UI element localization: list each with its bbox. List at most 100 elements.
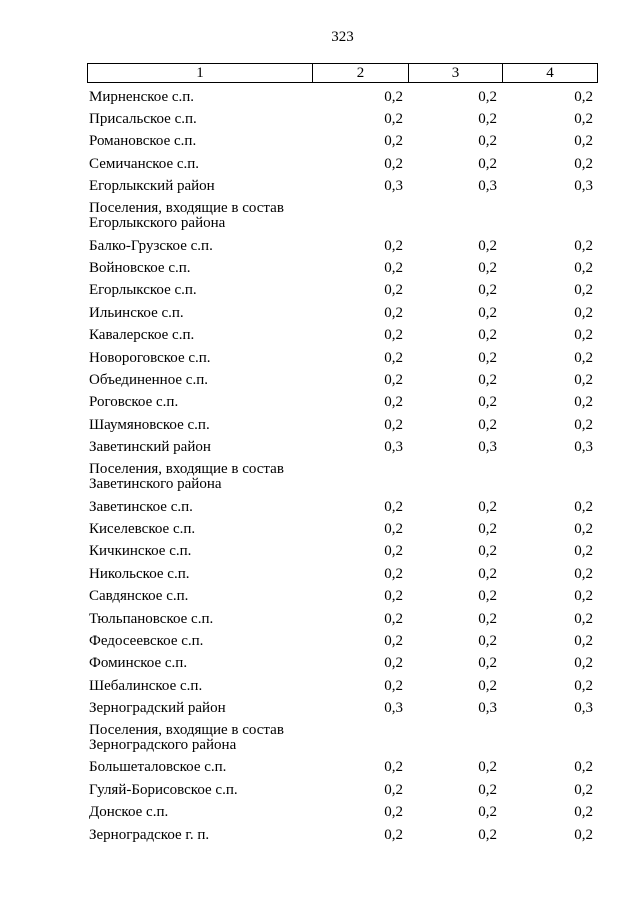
row-label: Войновское с.п. [89,260,191,277]
row-value-col2: 0,2 [384,565,403,582]
row-label: Роговское с.п. [89,394,179,411]
table-header-cell-4: 4 [502,64,597,82]
table-row: Присальское с.п. 0,2 0,2 0,2 [87,108,598,130]
row-value-col2: 0,2 [384,759,403,776]
row-value-col2: 0,2 [384,155,403,172]
row-label: Киселевское с.п. [89,520,196,537]
row-label: Гуляй-Борисовское с.п. [89,781,238,798]
table-row: Поселения, входящие в состав Заветинског… [87,459,598,496]
table-row: Никольское с.п. 0,2 0,2 0,2 [87,563,598,585]
row-value-col3: 0,2 [478,327,497,344]
row-label: Егорлыкское с.п. [89,282,197,299]
row-value-col2: 0,2 [384,610,403,627]
table-row: Поселения, входящие в состав Зерноградск… [87,720,598,757]
row-label: Семичанское с.п. [89,155,200,172]
row-label: Егорлыкский район [89,178,215,195]
row-value-col4: 0,2 [574,349,593,366]
row-value-col2: 0,2 [384,416,403,433]
row-value-col4: 0,2 [574,416,593,433]
row-value-col4: 0,2 [574,543,593,560]
table-header-cell-2: 2 [312,64,408,82]
row-value-col4: 0,2 [574,498,593,515]
row-value-col3: 0,3 [478,700,497,717]
row-value-col3: 0,2 [478,133,497,150]
table-row: Ильинское с.п. 0,2 0,2 0,2 [87,302,598,324]
row-label: Поселения, входящие в состав Заветинског… [89,461,284,493]
row-value-col3: 0,3 [478,439,497,456]
row-label: Никольское с.п. [89,565,190,582]
table-row: Романовское с.п. 0,2 0,2 0,2 [87,131,598,153]
row-value-col2: 0,2 [384,677,403,694]
row-value-col4: 0,2 [574,260,593,277]
row-value-col3: 0,2 [478,111,497,128]
row-value-col3: 0,2 [478,804,497,821]
row-value-col4: 0,2 [574,133,593,150]
row-value-col4: 0,2 [574,781,593,798]
row-value-col2: 0,2 [384,655,403,672]
row-label: Ильинское с.п. [89,304,184,321]
row-value-col2: 0,2 [384,111,403,128]
row-value-col3: 0,2 [478,543,497,560]
table-row: Войновское с.п. 0,2 0,2 0,2 [87,257,598,279]
table-row: Поселения, входящие в состав Егорлыкског… [87,198,598,235]
row-label: Зерноградский район [89,700,226,717]
table-row: Заветинский район 0,3 0,3 0,3 [87,436,598,458]
row-value-col2: 0,2 [384,804,403,821]
row-value-col2: 0,2 [384,133,403,150]
row-label: Большеталовское с.п. [89,759,227,776]
table-row: Семичанское с.п. 0,2 0,2 0,2 [87,153,598,175]
table-row: Киселевское с.п. 0,2 0,2 0,2 [87,518,598,540]
row-value-col2: 0,2 [384,520,403,537]
row-value-col4: 0,2 [574,237,593,254]
page-number: 323 [331,29,354,45]
table-row: Тюльпановское с.п. 0,2 0,2 0,2 [87,608,598,630]
row-value-col3: 0,2 [478,826,497,843]
row-value-col3: 0,2 [478,781,497,798]
row-label: Тюльпановское с.п. [89,610,214,627]
row-value-col4: 0,2 [574,304,593,321]
table-row: Мирненское с.п. 0,2 0,2 0,2 [87,86,598,108]
table-row: Зерноградский район 0,3 0,3 0,3 [87,697,598,719]
row-value-col3: 0,2 [478,759,497,776]
row-value-col2: 0,2 [384,394,403,411]
row-value-col4: 0,2 [574,111,593,128]
table-row: Большеталовское с.п. 0,2 0,2 0,2 [87,757,598,779]
row-value-col2: 0,3 [384,700,403,717]
table-row: Фоминское с.п. 0,2 0,2 0,2 [87,653,598,675]
row-value-col4: 0,2 [574,610,593,627]
row-value-col3: 0,2 [478,520,497,537]
row-value-col3: 0,2 [478,655,497,672]
row-value-col4: 0,2 [574,282,593,299]
row-label: Заветинский район [89,439,211,456]
row-value-col3: 0,2 [478,498,497,515]
row-label: Балко-Грузское с.п. [89,237,213,254]
row-value-col2: 0,2 [384,304,403,321]
table-header-row: 1 2 3 4 [87,63,598,83]
table-row: Балко-Грузское с.п. 0,2 0,2 0,2 [87,235,598,257]
row-label: Мирненское с.п. [89,88,195,105]
row-value-col3: 0,2 [478,155,497,172]
row-label: Присальское с.п. [89,111,197,128]
row-value-col2: 0,2 [384,498,403,515]
row-label: Романовское с.п. [89,133,197,150]
row-value-col2: 0,2 [384,371,403,388]
document-page: 323 1 2 3 4 Мирненское с.п. 0,2 0,2 0,2 … [87,0,598,846]
row-value-col3: 0,2 [478,416,497,433]
table-row: Новороговское с.п. 0,2 0,2 0,2 [87,347,598,369]
row-label: Зерноградское г. п. [89,826,210,843]
row-value-col4: 0,2 [574,632,593,649]
row-label: Кичкинское с.п. [89,543,192,560]
row-value-col3: 0,2 [478,304,497,321]
table-row: Донское с.п. 0,2 0,2 0,2 [87,802,598,824]
row-value-col2: 0,3 [384,439,403,456]
row-label: Поселения, входящие в состав Зерноградск… [89,722,284,754]
table-row: Егорлыкский район 0,3 0,3 0,3 [87,176,598,198]
row-value-col3: 0,2 [478,371,497,388]
row-value-col3: 0,2 [478,632,497,649]
row-value-col3: 0,2 [478,349,497,366]
table-row: Савдянское с.п. 0,2 0,2 0,2 [87,585,598,607]
row-value-col3: 0,2 [478,282,497,299]
row-label: Новороговское с.п. [89,349,211,366]
row-value-col4: 0,2 [574,371,593,388]
row-value-col3: 0,2 [478,610,497,627]
